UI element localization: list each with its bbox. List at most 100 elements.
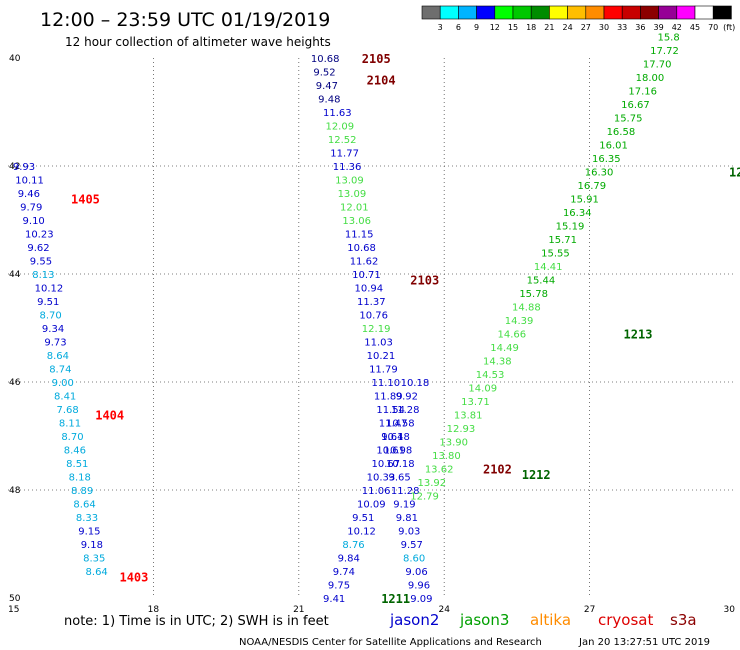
lat-tick-label: 42 bbox=[9, 162, 20, 172]
scale-label: 24 bbox=[563, 23, 573, 32]
swh-value: 11.06 bbox=[362, 486, 391, 497]
scale-label: 30 bbox=[599, 23, 609, 32]
swh-value: 15.8 bbox=[657, 32, 679, 43]
swh-value: 8.46 bbox=[64, 446, 86, 457]
swh-value: 13.06 bbox=[342, 216, 371, 227]
track-1211: 9.419.759.749.848.7610.129.5110.0911.061… bbox=[323, 378, 429, 605]
scale-label: 6 bbox=[456, 23, 461, 32]
swh-value: 10.76 bbox=[359, 311, 388, 322]
swh-value: 14.53 bbox=[476, 370, 505, 381]
satellite-legend-jason2: jason2 bbox=[389, 611, 439, 629]
scale-label: 27 bbox=[581, 23, 591, 32]
swh-value: 9.09 bbox=[410, 594, 432, 605]
swh-value: 16.67 bbox=[621, 100, 650, 111]
swh-value: 14.38 bbox=[483, 356, 512, 367]
swh-value: 10.68 bbox=[311, 54, 340, 65]
swh-value: 11.62 bbox=[350, 257, 379, 268]
lat-tick-label: 48 bbox=[9, 486, 21, 496]
swh-value: 12.19 bbox=[362, 324, 391, 335]
swh-value: 10.21 bbox=[367, 351, 396, 362]
swh-value: 8.70 bbox=[61, 432, 83, 443]
swh-value: 10.71 bbox=[352, 270, 381, 281]
swh-value: 15.19 bbox=[556, 221, 585, 232]
swh-value: 10.33 bbox=[367, 473, 396, 484]
lat-tick-label: 46 bbox=[9, 378, 21, 388]
scale-swatch bbox=[439, 5, 459, 20]
swh-value: 9.96 bbox=[408, 581, 430, 592]
swh-value: 14.66 bbox=[498, 329, 527, 340]
pass-label: 1404 bbox=[95, 408, 124, 422]
swh-value: 8.60 bbox=[403, 554, 425, 565]
legend-note: note: 1) Time is in UTC; 2) SWH is in fe… bbox=[64, 614, 329, 629]
pass-labels: 2105210421032102140514041403121112121213… bbox=[71, 52, 740, 606]
swh-value: 7.68 bbox=[56, 405, 78, 416]
scale-label: 45 bbox=[690, 23, 700, 32]
lon-tick-label: 21 bbox=[293, 605, 304, 615]
scale-swatch bbox=[676, 5, 696, 20]
scale-label: 12 bbox=[490, 23, 500, 32]
swh-value: 16.30 bbox=[585, 167, 614, 178]
swh-value: 9.74 bbox=[333, 567, 355, 578]
swh-value: 15.91 bbox=[570, 194, 599, 205]
pass-label: 2105 bbox=[362, 52, 391, 66]
swh-value: 9.15 bbox=[78, 527, 100, 538]
swh-value: 9.92 bbox=[396, 392, 418, 403]
pass-label: 2102 bbox=[483, 462, 512, 476]
track-2104: 10.68 9.52 9.47 9.48 11.63 12.09 12.52 11.77 11.… bbox=[311, 54, 433, 605]
swh-value: 10.09 bbox=[357, 500, 386, 511]
scale-swatch bbox=[567, 5, 587, 20]
swh-value: 9.81 bbox=[396, 513, 418, 524]
swh-value: 13.92 bbox=[418, 478, 447, 489]
swh-value: 12.79 bbox=[410, 491, 439, 502]
swh-value: 14.49 bbox=[490, 343, 519, 354]
swh-value: 9.61 bbox=[381, 432, 403, 443]
swh-value: 8.13 bbox=[32, 270, 54, 281]
swh-value: 10.23 bbox=[25, 230, 54, 241]
swh-value: 13.80 bbox=[432, 451, 461, 462]
lon-tick-label: 24 bbox=[438, 605, 450, 615]
swh-value: 9.75 bbox=[328, 581, 350, 592]
swh-value: 8.18 bbox=[69, 473, 91, 484]
pass-label: 1403 bbox=[119, 570, 148, 584]
scale-label: 3 bbox=[438, 23, 443, 32]
swh-value: 10.12 bbox=[347, 527, 376, 538]
swh-value: 8.35 bbox=[83, 554, 105, 565]
swh-value: 12.52 bbox=[328, 135, 357, 146]
swh-value: 11.54 bbox=[376, 405, 405, 416]
swh-value: 16.35 bbox=[592, 154, 621, 165]
swh-value: 14.39 bbox=[505, 316, 534, 327]
swh-value: 17.70 bbox=[643, 59, 672, 70]
swh-value: 10.18 bbox=[386, 459, 415, 470]
swh-value: 14.88 bbox=[512, 302, 541, 313]
swh-value: 11.28 bbox=[391, 405, 420, 416]
swh-value: 10.18 bbox=[401, 378, 430, 389]
swh-value: 10.67 bbox=[372, 459, 401, 470]
axis-ticks: 15 18 21 24 27 30 40 42 44 46 48 50 bbox=[8, 54, 735, 615]
swh-value: 11.89 bbox=[374, 392, 403, 403]
lon-tick-label: 18 bbox=[148, 605, 160, 615]
swh-value: 9.18 bbox=[81, 540, 103, 551]
swh-value: 11.28 bbox=[391, 486, 420, 497]
swh-value: 8.64 bbox=[86, 567, 108, 578]
footer-agency: NOAA/NESDIS Center for Satellite Applica… bbox=[239, 637, 542, 648]
scale-swatch bbox=[421, 5, 441, 20]
swh-value: 13.90 bbox=[439, 437, 468, 448]
swh-value: 9.57 bbox=[401, 540, 423, 551]
scale-swatch bbox=[494, 5, 514, 20]
scale-label: 36 bbox=[635, 23, 645, 32]
swh-value: 15.55 bbox=[541, 248, 570, 259]
scale-label: 9 bbox=[474, 23, 479, 32]
swh-value: 8.33 bbox=[76, 513, 98, 524]
swh-value: 9.41 bbox=[323, 594, 345, 605]
swh-value: 16.58 bbox=[607, 127, 636, 138]
pass-label: 1211 bbox=[381, 592, 410, 606]
swh-value: 12.93 bbox=[447, 424, 476, 435]
footer-timestamp: Jan 20 13:27:51 UTC 2019 bbox=[578, 637, 710, 648]
lat-tick-label: 50 bbox=[9, 594, 21, 604]
swh-value: 9.55 bbox=[30, 257, 52, 268]
swh-value: 13.09 bbox=[338, 189, 367, 200]
swh-tracks: 9.93 10.11 9.46 9.79 9.10 10.23 9.62 9.55 8.13 10… bbox=[13, 32, 680, 605]
satellite-legend: jason2 jason3 altika cryosat s3a bbox=[389, 611, 697, 629]
swh-value: 15.75 bbox=[614, 113, 643, 124]
scale-label: 33 bbox=[617, 23, 627, 32]
